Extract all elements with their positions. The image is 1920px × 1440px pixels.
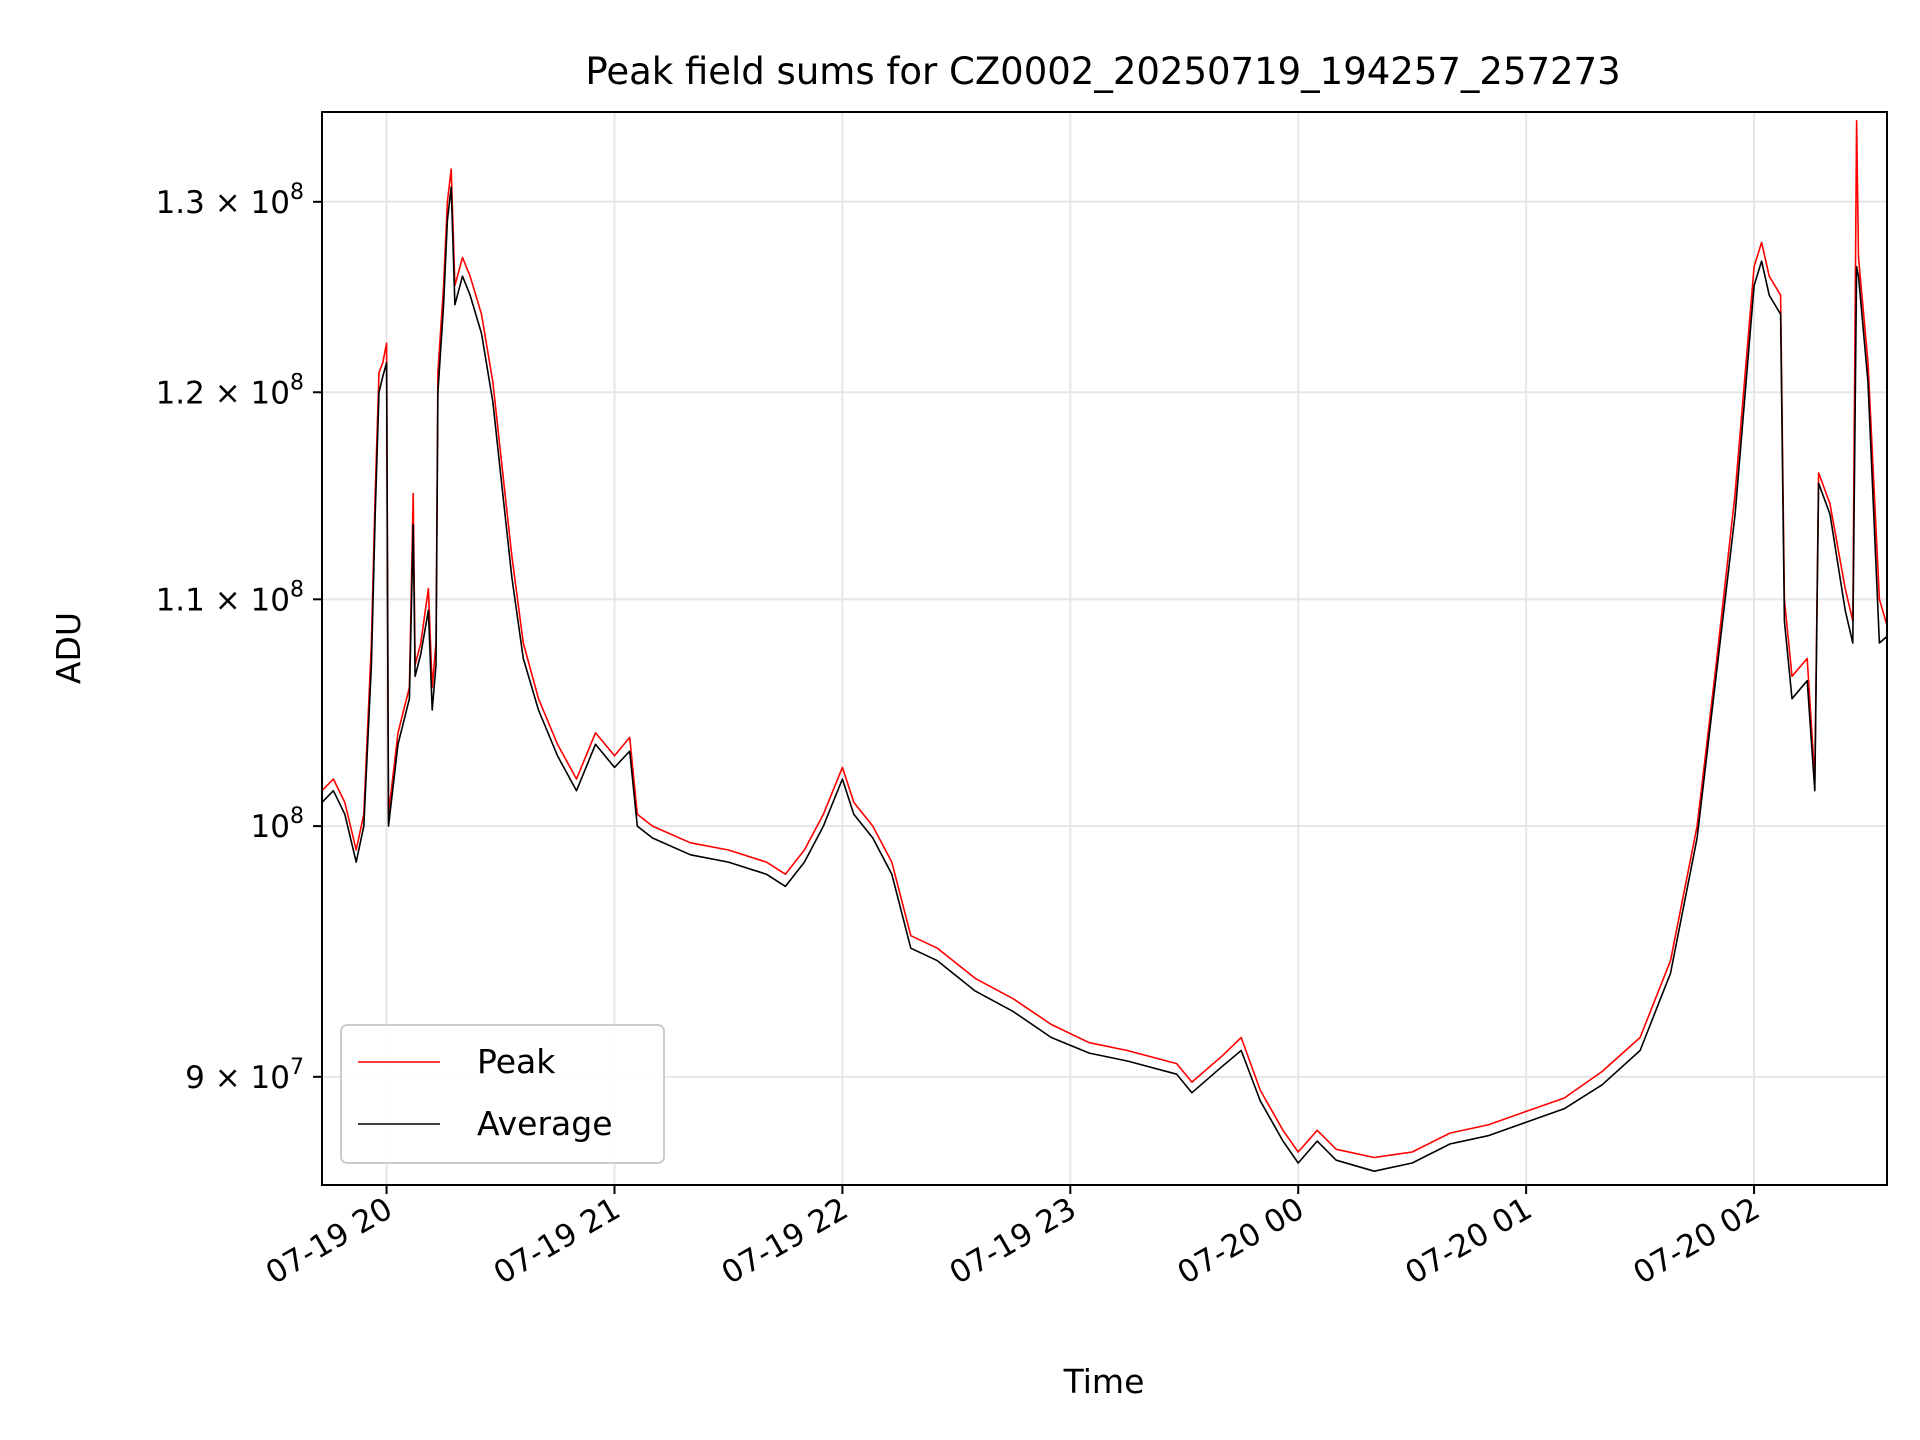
y-axis: 9 × 107 108 1.1 × 108 1.2 × 108 1.3 × 108 [156, 180, 322, 1096]
y-tick-label: 1.3 × 108 [156, 180, 304, 221]
plot-frame [321, 111, 1888, 1186]
series-line-peak [322, 120, 1887, 1159]
chart-title: Peak field sums for CZ0002_20250719_1942… [585, 50, 1620, 93]
legend-box [340, 1024, 665, 1164]
legend-label-average: Average [477, 1104, 613, 1143]
y-tick-label: 108 [251, 804, 304, 845]
y-tick-label: 1.2 × 108 [156, 370, 304, 411]
legend: Peak Average [340, 1024, 665, 1164]
y-tick-label: 1.1 × 108 [156, 577, 304, 618]
legend-label-peak: Peak [477, 1042, 556, 1081]
y-tick-label: 9 × 107 [185, 1055, 304, 1096]
series-line-average [322, 186, 1887, 1172]
x-axis-label: Time [1063, 1362, 1145, 1401]
y-axis-label: ADU [49, 612, 88, 684]
series-layer [322, 120, 1887, 1172]
